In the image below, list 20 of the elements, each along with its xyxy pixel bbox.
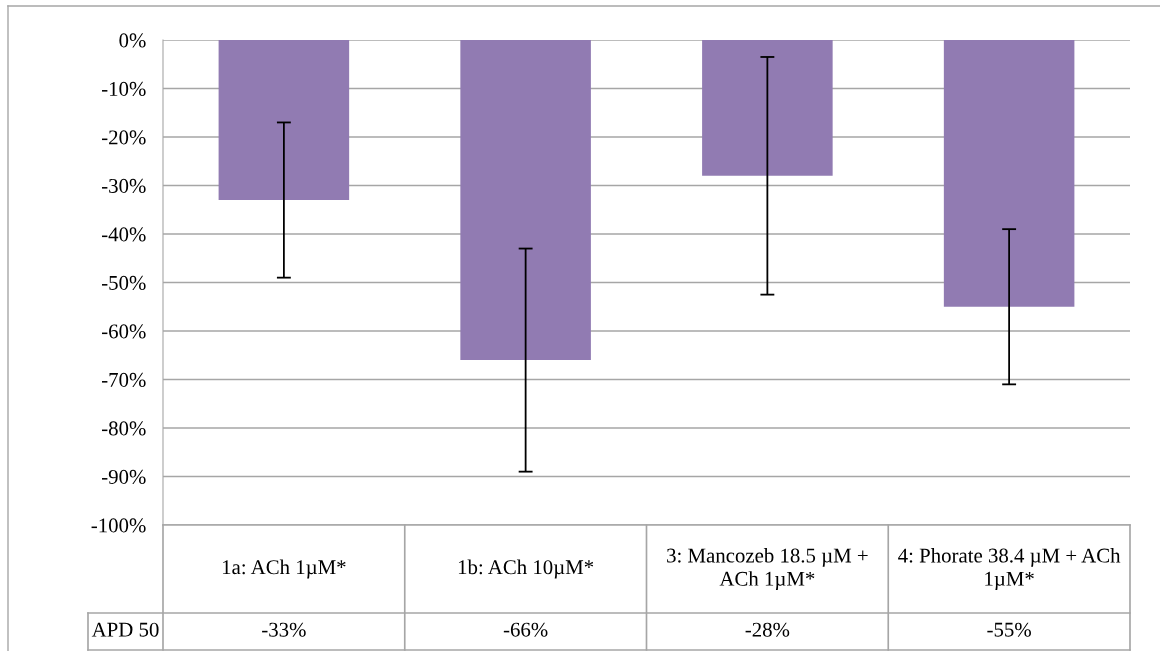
y-tick-label: 0% xyxy=(119,33,146,48)
y-tick-label: -60% xyxy=(101,324,146,339)
y-tick-label: -20% xyxy=(101,130,146,145)
y-tick-label: -90% xyxy=(101,469,146,484)
y-tick-label: -50% xyxy=(101,275,146,290)
data-label: -33% xyxy=(262,622,306,637)
x-tick-label: 1b: ACh 10µM* xyxy=(458,559,594,579)
y-tick-label: -70% xyxy=(101,372,146,387)
data-label: -66% xyxy=(503,622,548,637)
y-tick-label: -80% xyxy=(101,421,146,436)
x-tick-label: 4: Phorate 38.4 µM + ACh 1µM* xyxy=(898,547,1121,591)
x-tick-label: 3: Mancozeb 18.5 µM + ACh 1µM* xyxy=(667,547,868,591)
y-tick-label: -30% xyxy=(101,178,146,193)
data-label: -55% xyxy=(987,622,1031,637)
text: APD 50 xyxy=(91,622,159,637)
y-tick-label: -40% xyxy=(101,227,146,242)
data-label: -28% xyxy=(745,622,790,637)
y-tick-label: -10% xyxy=(101,81,146,96)
y-tick-label: -100% xyxy=(91,518,146,533)
x-tick-label: 1a: ACh 1µM* xyxy=(222,559,346,579)
